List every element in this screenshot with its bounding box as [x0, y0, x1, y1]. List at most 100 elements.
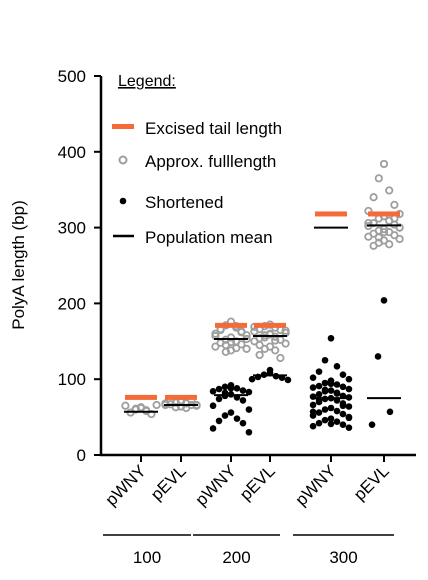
shortened-point: [310, 423, 317, 430]
shortened-point: [285, 377, 292, 384]
fulllength-point: [256, 342, 262, 348]
legend-item-mean: Population mean: [113, 228, 273, 247]
y-tick-label: 300: [58, 219, 86, 238]
legend-item-fulllength: Approx. fulllength: [120, 152, 277, 171]
fulllength-point: [277, 355, 283, 361]
shortened-point: [310, 374, 317, 381]
shortened-point: [346, 403, 353, 410]
shortened-point: [210, 388, 217, 395]
shortened-point: [228, 409, 235, 416]
excised-bar: [215, 323, 247, 328]
shortened-point: [310, 402, 317, 409]
shortened-point: [249, 376, 256, 383]
fulllength-point: [153, 402, 159, 408]
shortened-point: [334, 408, 341, 415]
shortened-point: [340, 421, 347, 428]
shortened-point: [210, 425, 217, 432]
shortened-point: [322, 406, 329, 413]
shortened-point: [340, 383, 347, 390]
shortened-point: [216, 418, 223, 425]
shortened-point: [328, 335, 335, 342]
legend-title: Legend:: [118, 73, 176, 90]
shortened-point: [216, 386, 223, 393]
x-tick-label: pEVL: [147, 461, 190, 504]
y-tick-label: 0: [77, 446, 86, 465]
shortened-point: [375, 353, 382, 360]
shortened-point: [369, 421, 376, 428]
fulllength-point: [386, 187, 392, 193]
shortened-point: [240, 397, 247, 404]
shortened-point: [234, 385, 241, 392]
shortened-point: [340, 371, 347, 378]
fulllength-point: [243, 346, 249, 352]
x-tick-label: pEVL: [236, 461, 279, 504]
fulllength-point: [370, 243, 376, 249]
legend-label-excised: Excised tail length: [145, 119, 282, 138]
shortened-point: [334, 381, 341, 388]
shortened-point: [316, 420, 323, 427]
x-tick-label: pEVL: [350, 461, 393, 504]
group-labels: 100 200 300: [103, 535, 394, 567]
shortened-point: [387, 408, 394, 415]
legend-label-shortened: Shortened: [145, 193, 223, 212]
shortened-point: [222, 383, 229, 390]
y-tick-label: 100: [58, 370, 86, 389]
shortened-point: [346, 386, 353, 393]
shortened-point: [210, 402, 217, 409]
x-tick-label: pWNY: [292, 461, 340, 509]
legend-marker-orange-bar: [112, 124, 134, 129]
group-label: 200: [222, 548, 250, 567]
legend-label-mean: Population mean: [145, 228, 273, 247]
shortened-point: [340, 402, 347, 409]
fulllength-point: [370, 194, 376, 200]
shortened-point: [340, 411, 347, 418]
shortened-point: [310, 384, 317, 391]
fulllength-point: [381, 161, 387, 167]
shortened-point: [328, 421, 335, 428]
shortened-point: [316, 409, 323, 416]
fulllength-point: [282, 340, 288, 346]
excised-bar: [368, 211, 400, 216]
y-tick-label: 200: [58, 294, 86, 313]
x-tick-label: pWNY: [192, 461, 240, 509]
fulllength-point: [212, 343, 218, 349]
excised-bar: [165, 395, 197, 400]
shortened-point: [328, 405, 335, 412]
shortened-point: [316, 368, 323, 375]
shortened-point: [310, 408, 317, 415]
legend-marker-black-dot: [120, 198, 127, 205]
shortened-point: [346, 424, 353, 431]
shortened-point: [234, 415, 241, 422]
y-ticks: 0 100 200 300 400 500: [58, 67, 101, 465]
fulllength-point: [272, 347, 278, 353]
fulllength-point: [396, 236, 402, 242]
shortened-point: [240, 387, 247, 394]
shortened-point: [240, 420, 247, 427]
shortened-point: [222, 412, 229, 419]
shortened-point: [328, 380, 335, 387]
y-tick-label: 400: [58, 143, 86, 162]
shortened-point: [228, 385, 235, 392]
shortened-point: [316, 383, 323, 390]
fulllength-point: [391, 202, 397, 208]
shortened-point: [328, 387, 335, 394]
fulllength-point: [376, 175, 382, 181]
legend-label-fulllength: Approx. fulllength: [145, 152, 276, 171]
y-axis-label: PolyA length (bp): [9, 200, 28, 329]
shortened-point: [334, 363, 341, 370]
x-tick-label: pWNY: [102, 461, 150, 509]
group-label: 100: [133, 548, 161, 567]
shortened-point: [322, 417, 329, 424]
shortened-point: [334, 390, 341, 397]
legend-item-shortened: Shortened: [120, 193, 224, 212]
group-label: 300: [329, 548, 357, 567]
shortened-point: [322, 357, 329, 364]
fulllength-point: [122, 403, 128, 409]
y-tick-label: 500: [58, 67, 86, 86]
legend-item-excised: Excised tail length: [112, 119, 282, 138]
excised-bar: [315, 211, 347, 216]
shortened-point: [346, 415, 353, 422]
shortened-point: [346, 376, 353, 383]
